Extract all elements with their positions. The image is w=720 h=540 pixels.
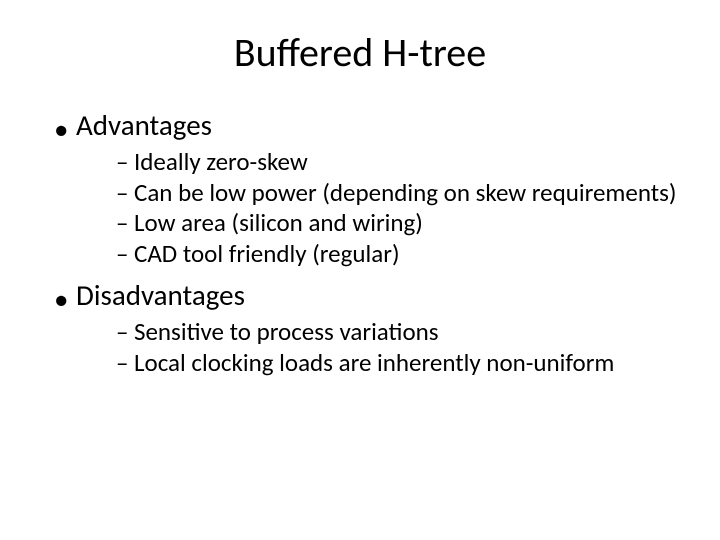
dash-icon: –	[116, 178, 128, 209]
l2-text: Sensitive to process variations	[134, 316, 439, 347]
slide-title: Buffered H-tree	[36, 28, 684, 77]
slide: Buffered H-tree • Advantages – Ideally z…	[0, 0, 720, 540]
l2-item: – Local clocking loads are inherently no…	[116, 348, 684, 379]
dash-icon: –	[116, 208, 128, 239]
bullet-icon: •	[54, 281, 68, 317]
l2-item: – Can be low power (depending on skew re…	[116, 178, 684, 209]
l2-text: Can be low power (depending on skew requ…	[134, 177, 676, 208]
l1-label: Disadvantages	[76, 277, 245, 313]
l2-text: CAD tool friendly (regular)	[134, 238, 400, 269]
l2-text: Local clocking loads are inherently non-…	[134, 347, 614, 378]
l1-item-advantages: • Advantages – Ideally zero-skew – Can b…	[54, 107, 684, 269]
dash-icon: –	[116, 348, 128, 379]
bullet-list: • Advantages – Ideally zero-skew – Can b…	[36, 107, 684, 378]
dash-icon: –	[116, 147, 128, 178]
l2-item: – Low area (silicon and wiring)	[116, 208, 684, 239]
l2-text: Low area (silicon and wiring)	[134, 207, 423, 238]
l2-item: – Ideally zero-skew	[116, 147, 684, 178]
sub-list-disadvantages: – Sensitive to process variations – Loca…	[76, 317, 684, 378]
l1-label: Advantages	[76, 107, 212, 143]
l1-item-disadvantages: • Disadvantages – Sensitive to process v…	[54, 277, 684, 378]
sub-list-advantages: – Ideally zero-skew – Can be low power (…	[76, 147, 684, 269]
dash-icon: –	[116, 239, 128, 270]
bullet-icon: •	[54, 111, 68, 147]
l2-item: – CAD tool friendly (regular)	[116, 239, 684, 270]
l2-text: Ideally zero-skew	[134, 146, 308, 177]
dash-icon: –	[116, 317, 128, 348]
l2-item: – Sensitive to process variations	[116, 317, 684, 348]
